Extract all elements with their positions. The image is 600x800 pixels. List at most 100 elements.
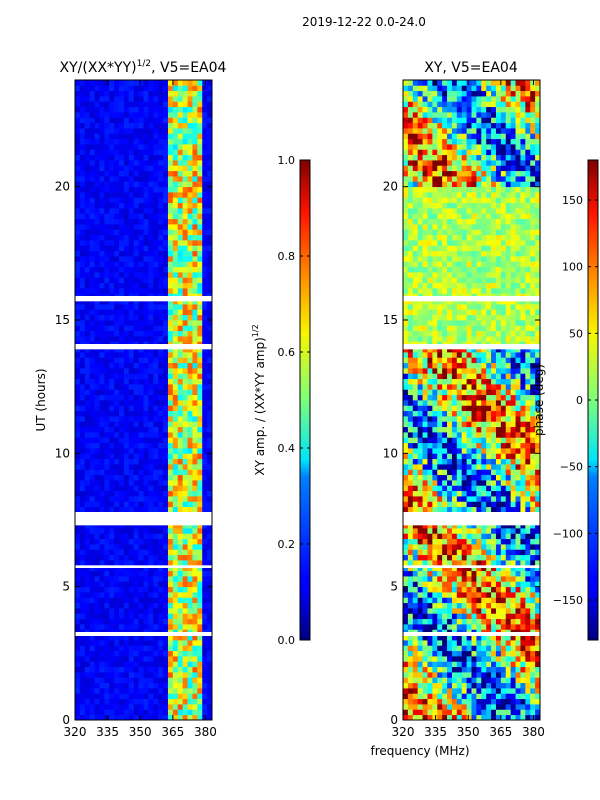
phase-heatmap-cell xyxy=(491,528,497,534)
amplitude-heatmap-cell xyxy=(202,282,208,289)
phase-heatmap-cell xyxy=(461,704,467,710)
phase-heatmap-cell xyxy=(530,624,536,630)
amplitude-heatmap-cell xyxy=(202,330,208,337)
phase-heatmap-cell xyxy=(476,474,482,481)
amplitude-heatmap-cell xyxy=(158,437,164,444)
amplitude-heatmap-cell xyxy=(148,138,154,145)
amplitude-heatmap-cell xyxy=(177,282,184,289)
amplitude-heatmap-cell xyxy=(158,304,164,310)
amplitude-heatmap-cell xyxy=(177,405,184,412)
phase-heatmap-cell xyxy=(510,613,516,620)
amplitude-panel: XY/(XX*YY)1/2, V5=EA04 320 335 350 365 380 0… xyxy=(34,59,227,739)
amplitude-heatmap-cell xyxy=(158,346,164,353)
amplitude-heatmap-cell xyxy=(119,330,125,337)
amplitude-heatmap-cell xyxy=(202,474,208,481)
amplitude-heatmap-cell xyxy=(197,560,203,566)
amplitude-heatmap-cell xyxy=(148,250,154,257)
amplitude-heatmap-cell xyxy=(94,666,100,673)
phase-heatmap-cell xyxy=(451,458,458,465)
amplitude-heatmap-cell xyxy=(192,213,198,220)
amplitude-heatmap-cell xyxy=(153,394,159,401)
amplitude-heatmap-cell xyxy=(84,261,91,268)
phase-heatmap-cell xyxy=(520,682,526,689)
amplitude-heatmap-cell xyxy=(197,245,203,252)
amplitude-heatmap-cell xyxy=(148,597,154,604)
amplitude-heatmap-cell xyxy=(148,304,154,310)
phase-heatmap-cell xyxy=(456,677,463,684)
amplitude-y-tick-label: 0 xyxy=(62,713,70,727)
amplitude-heatmap-cell xyxy=(158,266,164,273)
amplitude-heatmap-cell xyxy=(177,666,184,673)
phase-heatmap-cell xyxy=(476,666,482,673)
amplitude-heatmap-cell xyxy=(79,346,86,353)
amplitude-heatmap-cell xyxy=(138,501,144,508)
amplitude-heatmap-cell xyxy=(197,602,203,609)
amplitude-heatmap-cell xyxy=(197,96,203,102)
amplitude-heatmap-cell xyxy=(109,149,115,156)
amplitude-heatmap-cell xyxy=(187,544,193,550)
amplitude-heatmap-cell xyxy=(79,256,86,262)
amplitude-heatmap-cell xyxy=(75,624,81,630)
phase-heatmap-cell xyxy=(403,650,409,657)
phase-heatmap-cell xyxy=(456,464,463,470)
amplitude-heatmap-cell xyxy=(148,154,154,161)
amplitude-heatmap-cell xyxy=(153,608,159,614)
amplitude-heatmap-cell xyxy=(177,245,184,252)
amplitude-heatmap-cell xyxy=(133,704,139,710)
amplitude-heatmap-cell xyxy=(133,474,139,481)
amplitude-heatmap-cell xyxy=(133,432,139,438)
amplitude-heatmap-cell xyxy=(128,672,135,678)
phase-heatmap-cell xyxy=(525,506,531,513)
amplitude-heatmap-cell xyxy=(79,592,86,598)
amplitude-heatmap-cell xyxy=(133,154,139,161)
amplitude-heatmap-cell xyxy=(104,288,110,294)
amplitude-heatmap-cell xyxy=(148,330,154,337)
amplitude-heatmap-cell xyxy=(133,218,139,225)
amplitude-heatmap-cell xyxy=(123,549,130,556)
amplitude-heatmap-cell xyxy=(99,373,105,380)
amplitude-heatmap-cell xyxy=(133,245,139,252)
amplitude-heatmap-cell xyxy=(79,90,86,97)
phase-heatmap-cell xyxy=(515,698,521,705)
amplitude-heatmap-cell xyxy=(128,448,135,454)
amplitude-heatmap-cell xyxy=(104,245,110,252)
amplitude-heatmap-cell xyxy=(138,661,144,668)
phase-heatmap-cell xyxy=(505,650,512,657)
amplitude-heatmap-cell xyxy=(128,693,135,700)
amplitude-heatmap-cell xyxy=(84,165,91,172)
amplitude-heatmap-cell xyxy=(187,448,193,454)
amplitude-heatmap-cell xyxy=(202,229,208,236)
phase-heatmap-cell xyxy=(461,565,467,572)
amplitude-heatmap-cell xyxy=(177,485,184,492)
amplitude-heatmap-cell xyxy=(104,90,110,97)
phase-heatmap-cell xyxy=(510,490,516,497)
phase-heatmap-cell xyxy=(437,640,443,646)
amplitude-heatmap-cell xyxy=(207,656,212,662)
phase-heatmap-cell xyxy=(407,634,414,641)
phase-heatmap-cell xyxy=(505,693,512,700)
amplitude-heatmap-cell xyxy=(104,240,110,246)
phase-heatmap-cell xyxy=(466,464,472,470)
amplitude-heatmap-cell xyxy=(133,106,139,113)
amplitude-heatmap-cell xyxy=(75,101,81,108)
amplitude-heatmap-cell xyxy=(119,362,125,369)
amplitude-heatmap-cell xyxy=(109,490,115,497)
phase-heatmap-cell xyxy=(510,506,516,513)
amplitude-heatmap-cell xyxy=(94,410,100,417)
amplitude-heatmap-cell xyxy=(143,560,149,566)
amplitude-heatmap-cell xyxy=(182,288,188,294)
phase-heatmap-cell xyxy=(451,426,458,433)
amplitude-heatmap-cell xyxy=(167,485,174,492)
amplitude-heatmap-cell xyxy=(84,570,91,577)
phase-heatmap-cell xyxy=(505,714,512,720)
amplitude-heatmap-cell xyxy=(192,272,198,278)
phase-heatmap-cell xyxy=(495,448,502,454)
amplitude-heatmap-cell xyxy=(163,154,169,161)
amplitude-heatmap-cell xyxy=(75,378,81,385)
amplitude-heatmap-cell xyxy=(202,458,208,465)
amplitude-heatmap-cell xyxy=(84,453,91,460)
amplitude-heatmap-cell xyxy=(138,448,144,454)
phase-heatmap-cell xyxy=(437,485,443,492)
phase-heatmap-cell xyxy=(525,533,531,540)
amplitude-heatmap-cell xyxy=(114,101,120,108)
